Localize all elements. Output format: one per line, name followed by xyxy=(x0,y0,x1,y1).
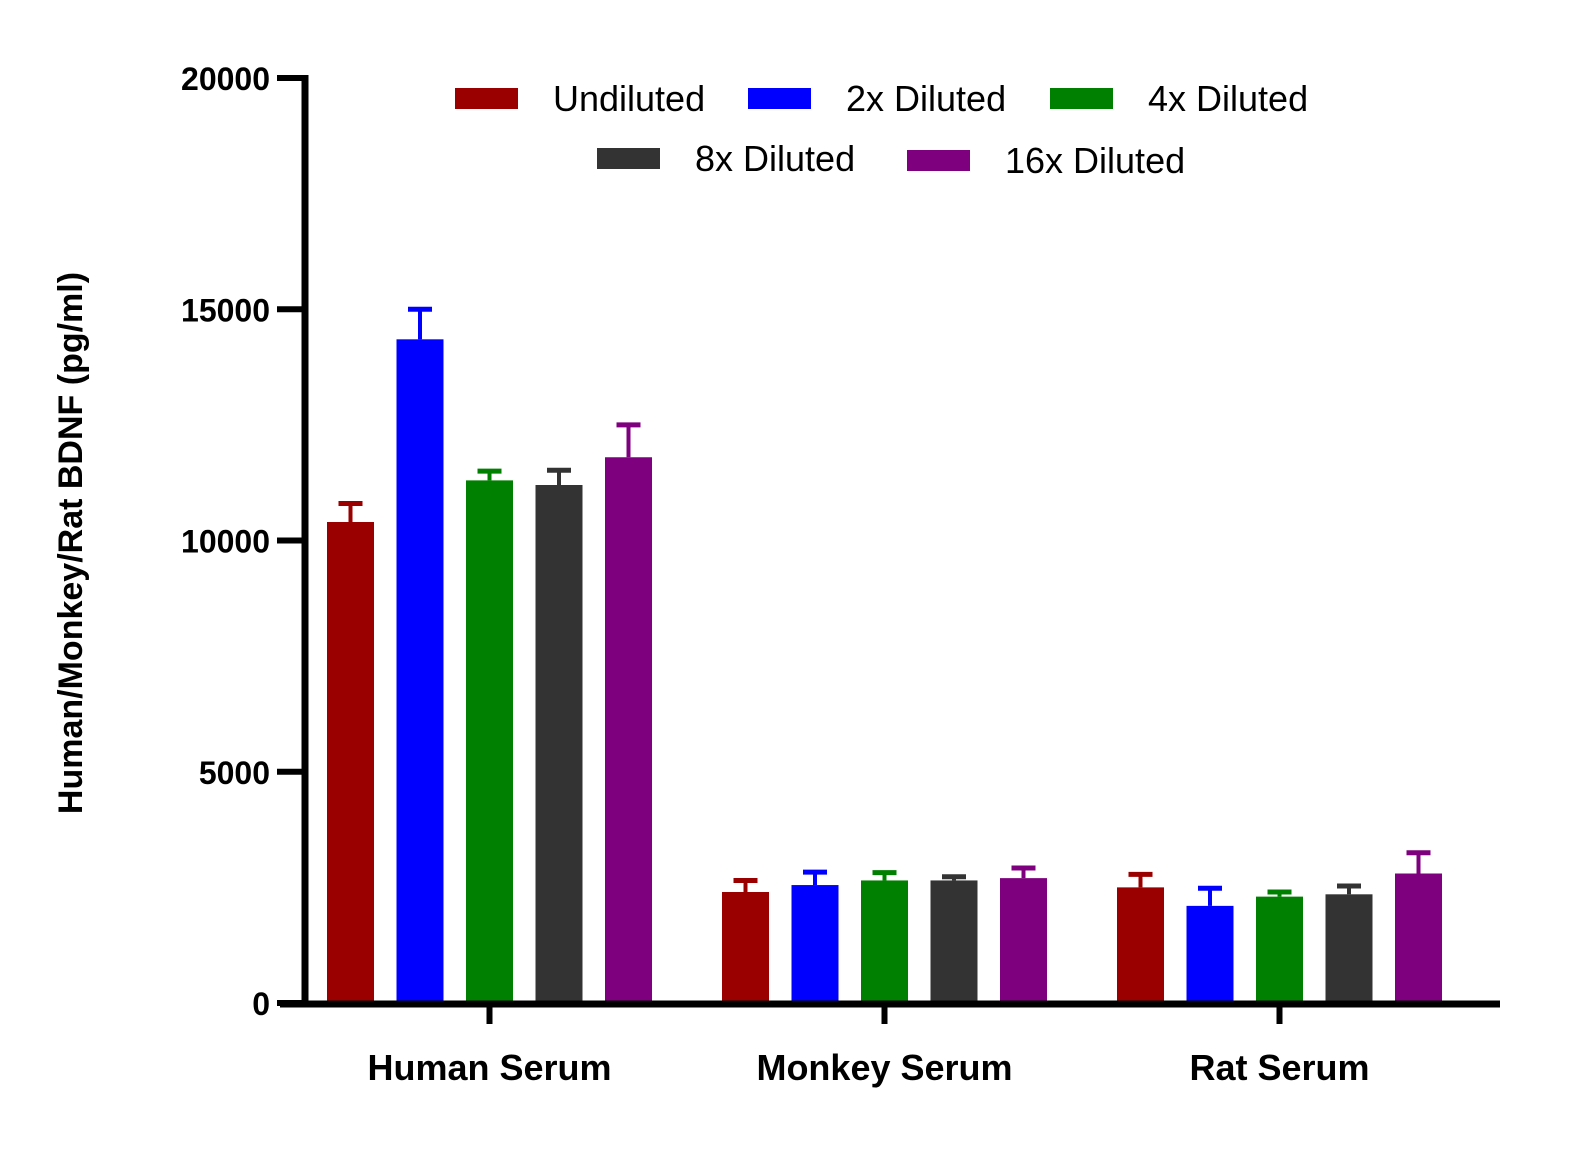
y-tick-label: 5000 xyxy=(199,755,270,791)
y-tick-label: 20000 xyxy=(181,61,270,97)
bar xyxy=(1395,873,1442,1003)
y-tick-label: 15000 xyxy=(181,292,270,328)
axes xyxy=(280,75,1500,1008)
legend-label: 16x Diluted xyxy=(1005,140,1185,181)
bar xyxy=(396,339,444,1003)
bar xyxy=(1000,878,1047,1003)
bar xyxy=(605,457,652,1003)
bar xyxy=(791,885,839,1003)
bar xyxy=(722,892,769,1003)
category-label: Rat Serum xyxy=(1189,1047,1369,1088)
bar xyxy=(861,880,908,1003)
x-ticks: Human Serum Monkey Serum Rat Serum xyxy=(367,1004,1370,1088)
legend-swatch xyxy=(907,150,970,171)
bar xyxy=(327,522,374,1003)
y-tick-label: 10000 xyxy=(181,524,270,560)
bar xyxy=(1186,905,1234,1003)
bar xyxy=(1325,894,1373,1003)
y-tick-label: 0 xyxy=(252,986,270,1022)
legend-swatch xyxy=(597,148,660,169)
error-bars-group xyxy=(338,306,1431,906)
legend-swatch xyxy=(1050,88,1113,109)
legend-label: Undiluted xyxy=(553,78,705,119)
legend-swatch xyxy=(748,88,811,109)
category-label: Monkey Serum xyxy=(756,1047,1012,1088)
legend-label: 2x Diluted xyxy=(846,78,1006,119)
bar xyxy=(1256,896,1303,1003)
bar xyxy=(1117,887,1164,1003)
bars-group xyxy=(327,339,1442,1003)
y-ticks: 0 5000 10000 15000 20000 xyxy=(181,61,305,1022)
legend: Undiluted 2x Diluted 4x Diluted 8x Diluted 1… xyxy=(455,78,1308,181)
bar xyxy=(930,880,978,1003)
y-axis-label: Human/Monkey/Rat BDNF (pg/ml) xyxy=(52,272,90,814)
category-label: Human Serum xyxy=(367,1047,611,1088)
legend-swatch xyxy=(455,88,518,109)
legend-label: 4x Diluted xyxy=(1148,78,1308,119)
bar xyxy=(466,480,513,1003)
bar xyxy=(535,485,583,1003)
legend-label: 8x Diluted xyxy=(695,138,855,179)
